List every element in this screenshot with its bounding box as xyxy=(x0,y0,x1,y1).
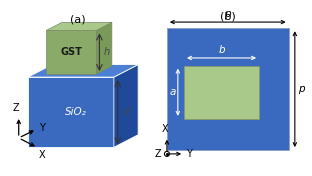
Polygon shape xyxy=(46,30,96,74)
Text: X: X xyxy=(39,150,46,160)
Text: p: p xyxy=(298,84,305,94)
Polygon shape xyxy=(114,65,138,147)
Text: b: b xyxy=(218,45,225,55)
Bar xyxy=(167,28,289,150)
Text: GST: GST xyxy=(61,47,82,57)
Text: Z: Z xyxy=(155,149,162,159)
Text: (b): (b) xyxy=(220,11,236,21)
Polygon shape xyxy=(96,22,112,74)
Text: h: h xyxy=(104,47,110,57)
Polygon shape xyxy=(28,77,114,147)
Polygon shape xyxy=(28,65,138,77)
Text: SiO₂: SiO₂ xyxy=(65,107,86,117)
Text: X: X xyxy=(161,124,168,134)
Text: d: d xyxy=(122,107,129,117)
Text: (a): (a) xyxy=(70,15,86,25)
Text: Y: Y xyxy=(39,123,45,133)
Polygon shape xyxy=(46,22,112,30)
Text: Z: Z xyxy=(13,103,20,113)
Text: p: p xyxy=(224,9,231,19)
Bar xyxy=(184,66,259,119)
Text: Y: Y xyxy=(187,149,192,159)
Text: a: a xyxy=(169,87,175,97)
